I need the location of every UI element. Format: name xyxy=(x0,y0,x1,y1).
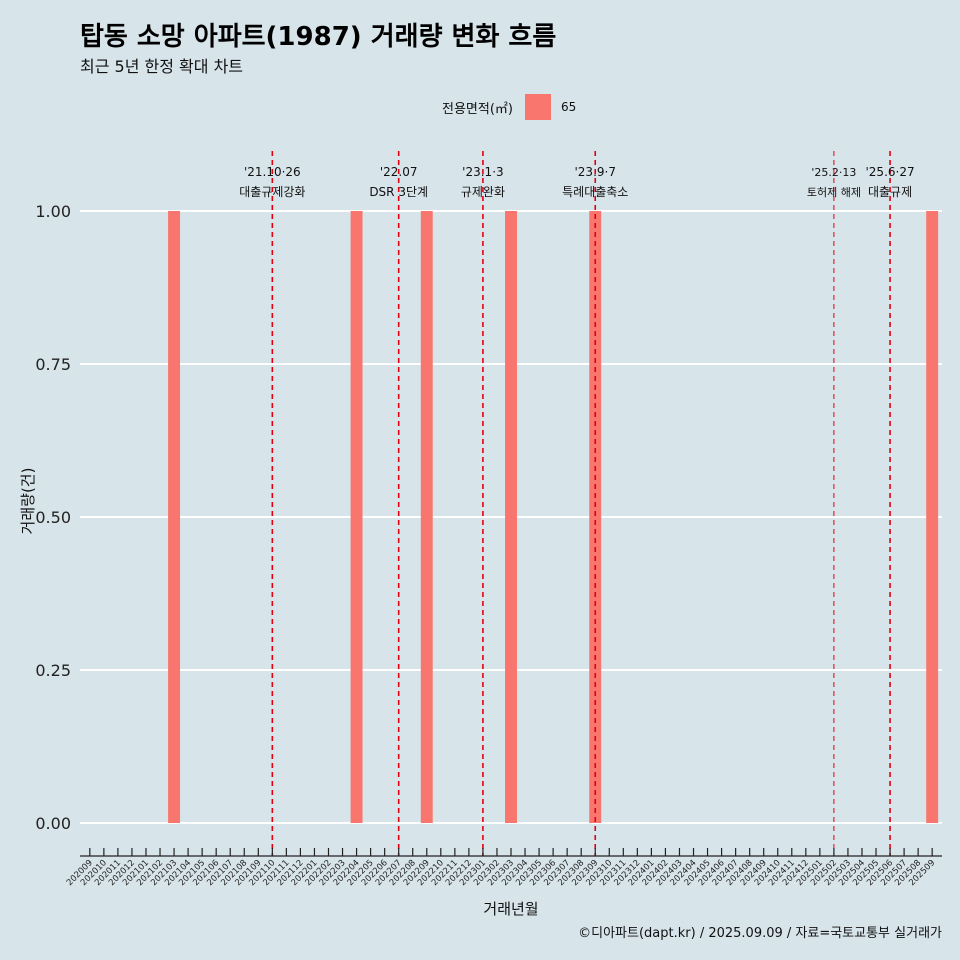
event-label: DSR 3단계 xyxy=(369,185,428,199)
legend: 전용면적(㎡) 65 xyxy=(442,94,576,120)
y-tick-label: 0.25 xyxy=(35,661,71,680)
bar xyxy=(168,211,181,823)
legend-title: 전용면적(㎡) xyxy=(442,101,513,117)
event-date: '23.9·7 xyxy=(575,165,616,179)
y-tick-label: 0.50 xyxy=(35,508,71,527)
y-tick-label: 1.00 xyxy=(35,202,71,221)
event-date: '23.1·3 xyxy=(462,165,503,179)
bar xyxy=(420,211,433,823)
event-label: 특례대출축소 xyxy=(562,185,628,199)
x-axis-title: 거래년월 xyxy=(483,900,538,918)
chart-subtitle: 최근 5년 한정 확대 차트 xyxy=(80,57,244,76)
chart-title: 탑동 소망 아파트(1987) 거래량 변화 흐름 xyxy=(80,22,557,52)
source-caption: ©디아파트(dapt.kr) / 2025.09.09 / 자료=국토교통부 실… xyxy=(578,926,942,941)
bar xyxy=(505,211,517,823)
y-tick-label: 0.75 xyxy=(35,355,71,374)
event-date: '25.6·27 xyxy=(866,165,915,179)
bar xyxy=(350,211,363,823)
event-label: 규제완화 xyxy=(461,185,505,199)
event-label: 대출규제강화 xyxy=(239,185,305,199)
event-label: 토허제 해제 xyxy=(807,185,861,199)
legend-swatch xyxy=(524,94,551,120)
event-date: '22.07 xyxy=(380,165,418,179)
y-tick-label: 0.00 xyxy=(35,814,71,833)
event-date: '21.10·26 xyxy=(244,165,301,179)
event-label: 대출규제 xyxy=(868,185,912,199)
legend-item-label: 65 xyxy=(560,100,577,114)
bar xyxy=(589,211,602,823)
event-date: '25.2·13 xyxy=(811,166,856,179)
bar xyxy=(926,211,939,823)
y-axis-title: 거래량(건) xyxy=(19,468,37,535)
